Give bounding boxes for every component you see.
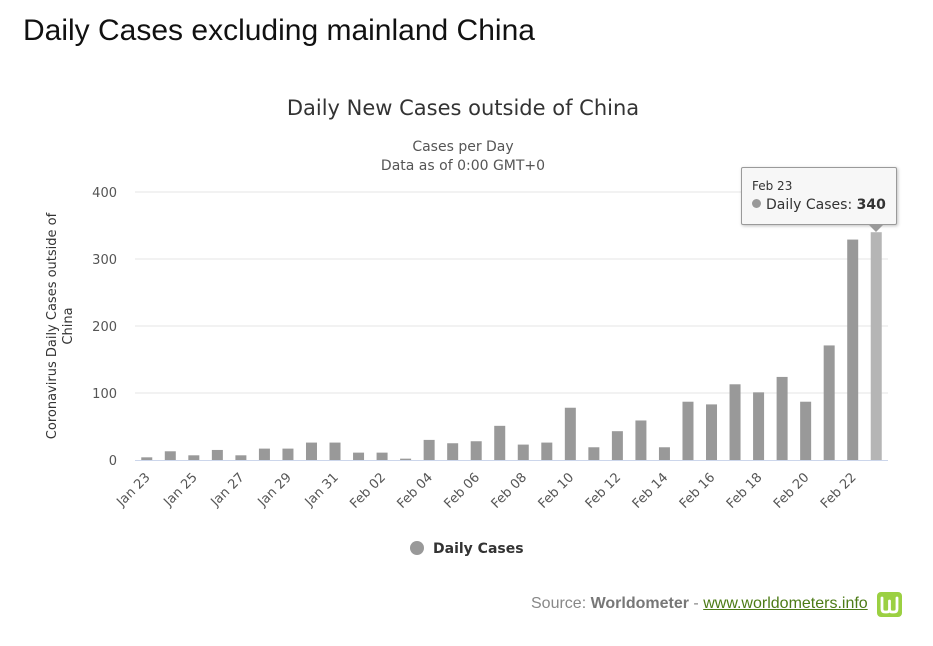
bar-feb-17[interactable] xyxy=(729,384,741,460)
bar-feb-08[interactable] xyxy=(517,444,529,460)
bar-jan-29[interactable] xyxy=(282,448,294,460)
source-credit: Source: Worldometer - www.worldometers.i… xyxy=(531,595,868,613)
x-tick-label: Feb 14 xyxy=(630,470,672,512)
x-axis-ticks: Jan 23 Jan 25 Jan 27 Jan 29 Jan 31 Feb 02 Feb … xyxy=(113,470,859,512)
x-tick-label: Feb 18 xyxy=(724,470,766,512)
y-axis-ticks: 0 100 200 300 400 xyxy=(92,186,117,469)
source-brand: Worldometer xyxy=(590,595,689,612)
tooltip-date: Feb 23 xyxy=(752,179,793,193)
worldometer-logo xyxy=(877,592,902,617)
chart-subtitle-line-1: Cases per Day xyxy=(412,139,513,155)
bar-feb-16[interactable] xyxy=(706,404,718,460)
bar-jan-23[interactable] xyxy=(141,457,153,460)
bar-feb-15[interactable] xyxy=(682,401,694,460)
y-axis-label-line-2: China xyxy=(61,307,76,344)
bar-jan-24[interactable] xyxy=(164,451,176,460)
bar-jan-27[interactable] xyxy=(235,455,247,460)
x-tick-label: Jan 27 xyxy=(208,470,248,510)
x-tick-label: Feb 04 xyxy=(394,470,436,512)
y-tick-label: 200 xyxy=(92,320,117,335)
tooltip-value-line: Daily Cases: 340 xyxy=(752,197,896,213)
chart-subtitle-line-2: Data as of 0:00 GMT+0 xyxy=(381,158,545,174)
tooltip: Feb 23 Daily Cases: 340 xyxy=(741,167,897,225)
y-tick-label: 100 xyxy=(92,387,117,402)
x-tick-label: Jan 25 xyxy=(161,470,201,510)
bar-feb-18[interactable] xyxy=(753,392,765,460)
legend-swatch xyxy=(410,541,424,555)
bar-feb-10[interactable] xyxy=(564,407,576,460)
bar-feb-01[interactable] xyxy=(353,452,365,460)
bar-feb-04[interactable] xyxy=(423,439,435,460)
source-prefix: Source: xyxy=(531,595,591,612)
x-tick-label: Jan 29 xyxy=(255,470,295,510)
bar-feb-19[interactable] xyxy=(776,376,788,460)
bar-feb-09[interactable] xyxy=(541,442,553,460)
y-axis-label-line-1: Coronavirus Daily Cases outside of xyxy=(45,212,60,439)
y-tick-label: 300 xyxy=(92,253,117,268)
bar-feb-06[interactable] xyxy=(470,441,482,460)
y-tick-label: 0 xyxy=(109,454,117,469)
bar-feb-07[interactable] xyxy=(494,425,506,460)
x-tick-label: Feb 02 xyxy=(347,470,389,512)
bar-jan-26[interactable] xyxy=(211,449,223,460)
bar-feb-22[interactable] xyxy=(847,239,859,460)
chart-title: Daily New Cases outside of China xyxy=(287,96,639,120)
source-link[interactable]: www.worldometers.info xyxy=(703,595,868,612)
x-tick-label: Feb 10 xyxy=(536,470,578,512)
y-tick-label: 400 xyxy=(92,186,117,201)
x-tick-label: Feb 12 xyxy=(583,470,625,512)
bar-jan-28[interactable] xyxy=(258,448,270,460)
bar-jan-31[interactable] xyxy=(329,442,341,460)
bar-feb-13[interactable] xyxy=(635,420,647,460)
x-tick-label: Jan 23 xyxy=(113,470,153,510)
bar-feb-21[interactable] xyxy=(823,345,835,460)
x-tick-label: Feb 16 xyxy=(677,470,719,512)
x-tick-label: Feb 08 xyxy=(489,470,531,512)
source-separator: - xyxy=(688,595,704,612)
x-tick-label: Jan 31 xyxy=(302,470,342,510)
bar-feb-20[interactable] xyxy=(800,401,812,460)
bar-jan-25[interactable] xyxy=(188,455,200,460)
tooltip-series-name: Daily Cases xyxy=(766,197,848,213)
bar-feb-02[interactable] xyxy=(376,452,388,460)
y-axis-label: Coronavirus Daily Cases outside ofChina xyxy=(45,212,76,439)
legend-label[interactable]: Daily Cases xyxy=(433,541,524,557)
page-heading: Daily Cases excluding mainland China xyxy=(23,14,535,47)
tooltip-value: 340 xyxy=(856,197,886,213)
bar-feb-05[interactable] xyxy=(447,443,459,460)
bar-jan-30[interactable] xyxy=(305,442,317,460)
bar-feb-11[interactable] xyxy=(588,447,600,460)
x-tick-label: Feb 22 xyxy=(818,470,860,512)
bar-feb-03[interactable] xyxy=(400,458,412,460)
legend[interactable]: Daily Cases xyxy=(410,541,524,557)
x-tick-label: Feb 20 xyxy=(771,470,813,512)
x-tick-label: Feb 06 xyxy=(442,470,484,512)
tooltip-pointer xyxy=(869,225,883,232)
tooltip-series-dot xyxy=(752,199,761,208)
bar-feb-23[interactable] xyxy=(870,232,882,460)
bars[interactable] xyxy=(141,232,882,460)
bar-feb-14[interactable] xyxy=(658,447,670,460)
bar-feb-12[interactable] xyxy=(611,431,623,460)
